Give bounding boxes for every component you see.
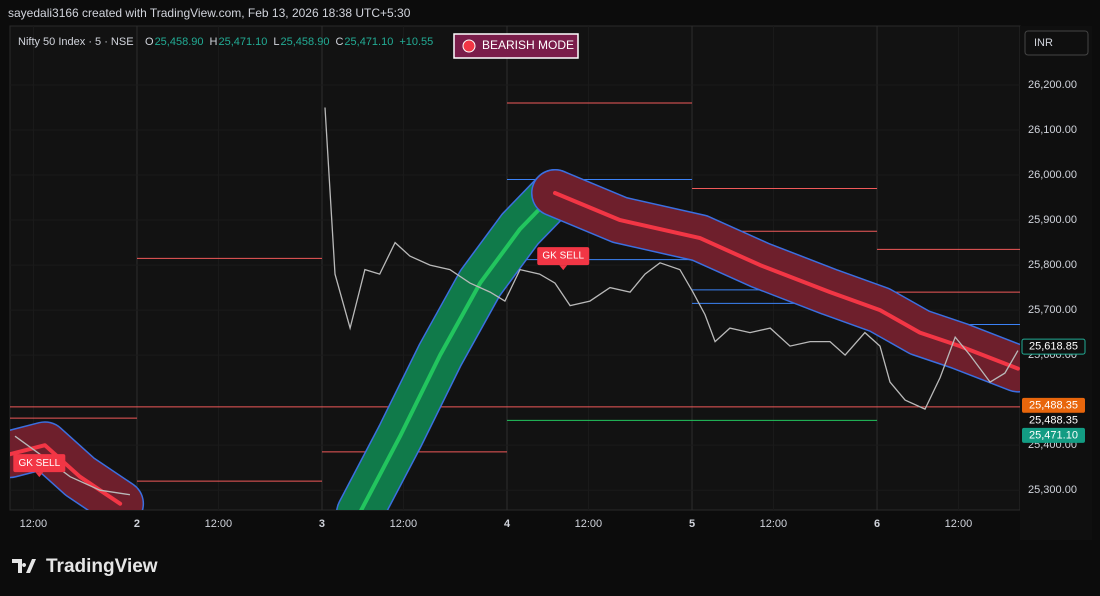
- band-mid: [553, 191, 1020, 371]
- x-tick-label: 4: [504, 518, 511, 530]
- overlay: 12:00 2 12:00 3 12:00 4 12:00 5 12:00 6 12:00 26,20…: [13, 33, 1086, 530]
- x-tick-label: 5: [689, 518, 695, 530]
- currency: INR: [1034, 37, 1053, 49]
- y-tick-label: 25,800.00: [1028, 259, 1077, 271]
- x-tick-label: 12:00: [205, 518, 233, 530]
- x-tick-label: 12:00: [760, 518, 788, 530]
- y-tick-label: 26,100.00: [1028, 124, 1077, 136]
- price-line: [324, 107, 1019, 410]
- ohlc-legend: O 25,458.90 H 25,471.10 L 25,458.90 C 25,471.10…: [145, 36, 433, 48]
- price-tag-label: 25,618.85: [1029, 341, 1078, 353]
- symbol: Nifty 50 Index · 5 · NSE: [18, 36, 134, 48]
- y-tick-label: 26,200.00: [1028, 79, 1077, 91]
- ohlc-key: O: [145, 36, 154, 48]
- ohlc-key: C: [335, 36, 343, 48]
- price-tag-label: 25,488.35: [1029, 399, 1078, 411]
- ohlc-value: 25,471.10: [344, 36, 393, 48]
- price-tag: [1022, 427, 1085, 443]
- mode-label: BEARISH MODE: [482, 38, 574, 52]
- credit: sayedali3166 created with TradingView.co…: [8, 6, 411, 20]
- signal-label: GK SELL: [18, 458, 60, 469]
- x-tick-label: 2: [134, 518, 140, 530]
- brand-logo: TradingView: [12, 556, 158, 577]
- ohlc-value: 25,458.90: [155, 36, 204, 48]
- x-tick-label: 12:00: [390, 518, 418, 530]
- price-line: [14, 435, 130, 496]
- brand: TradingView: [46, 556, 158, 577]
- currency-button[interactable]: [1024, 30, 1089, 56]
- price-tag-label: 25,471.10: [1029, 429, 1078, 441]
- price-axis: [1020, 26, 1092, 540]
- band-mid: [359, 191, 557, 510]
- y-tick-label: 25,900.00: [1028, 214, 1077, 226]
- ohlc-value: 25,471.10: [218, 36, 267, 48]
- price-tag: [1021, 338, 1086, 355]
- y-tick-label: 25,300.00: [1028, 484, 1077, 496]
- plot: [10, 26, 1020, 510]
- x-tick-label: 12:00: [575, 518, 603, 530]
- price-tag: [1022, 397, 1085, 413]
- price-tag: [1022, 412, 1085, 428]
- ohlc-value: 25,458.90: [281, 36, 330, 48]
- price-tag-label: 25,488.35: [1029, 414, 1078, 426]
- mode-icon: [462, 39, 476, 53]
- signal-box: [537, 247, 590, 266]
- ohlc-key: L: [273, 36, 279, 48]
- signal-pointer: [559, 265, 568, 271]
- change: +10.55: [399, 36, 433, 48]
- y-tick-label: 26,000.00: [1028, 169, 1077, 181]
- signal-box: [13, 454, 66, 473]
- x-tick-label: 3: [319, 518, 325, 530]
- y-tick-label: 25,700.00: [1028, 304, 1077, 316]
- x-tick-label: 12:00: [20, 518, 48, 530]
- ohlc-key: H: [210, 36, 218, 48]
- signal-pointer: [35, 472, 44, 478]
- x-tick-label: 6: [874, 518, 880, 530]
- x-tick-label: 12:00: [945, 518, 973, 530]
- signal-label: GK SELL: [542, 251, 584, 262]
